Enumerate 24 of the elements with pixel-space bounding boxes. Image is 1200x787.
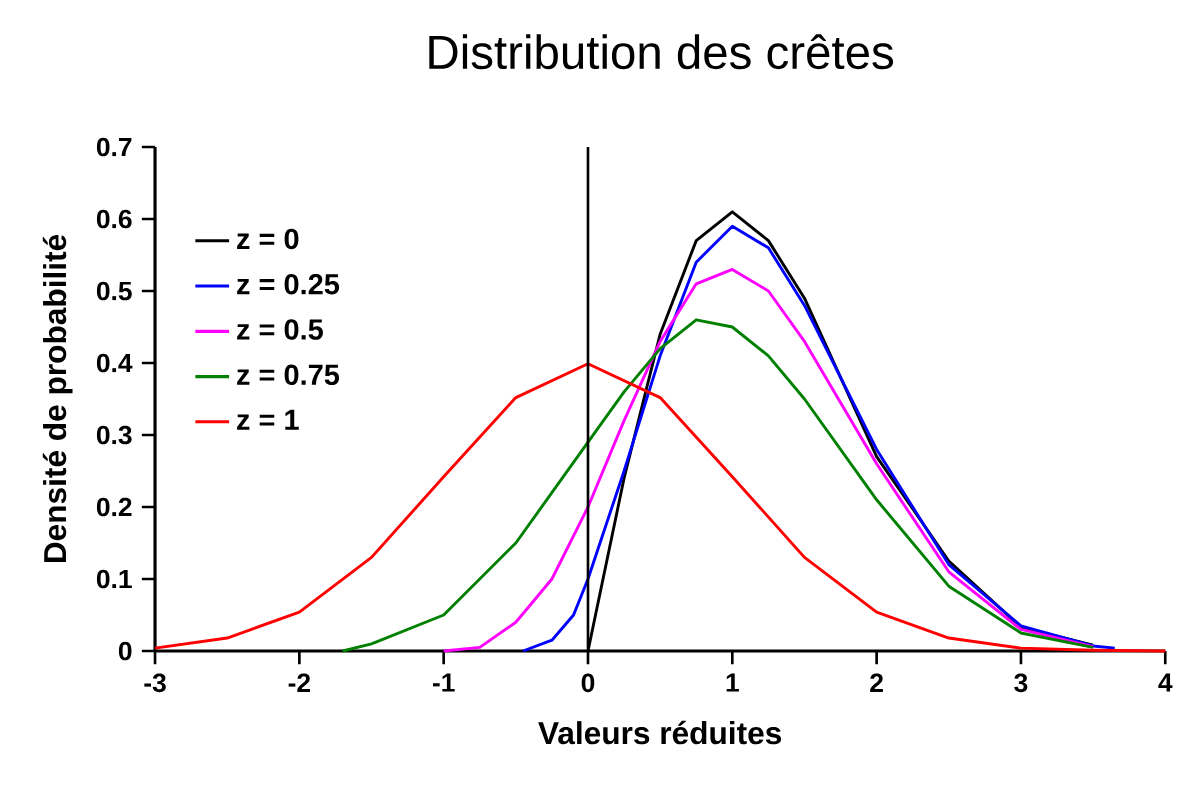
y-tick-label: 0.3: [96, 425, 132, 445]
chart-title: Distribution des crêtes: [429, 34, 894, 70]
y-tick-label: 0.4: [96, 353, 133, 373]
x-tick-label: 2: [870, 673, 883, 692]
x-tick-label: 4: [1158, 673, 1173, 692]
y-tick-label: 0.1: [96, 569, 132, 589]
y-tick-label: 0: [118, 641, 132, 661]
x-tick-label: -1: [432, 673, 455, 692]
legend-label: z = 0: [237, 228, 299, 250]
legend-label: z = 1: [237, 409, 299, 430]
legend-label: z = 0.25: [237, 273, 340, 295]
y-tick-label: 0.2: [96, 497, 132, 517]
y-tick-label: 0.6: [96, 209, 132, 229]
y-tick-label: 0.7: [96, 137, 132, 157]
legend-label: z = 0.75: [237, 364, 340, 386]
x-axis-title: Valeurs réduites: [538, 720, 782, 745]
y-axis-title: Densité de probabilité: [42, 234, 73, 563]
x-tick-label: -2: [288, 673, 311, 692]
x-tick-label: 3: [1014, 673, 1028, 693]
x-tick-label: 1: [726, 673, 739, 692]
y-tick-label: 0.5: [96, 281, 132, 301]
legend-label: z = 0.5: [237, 319, 323, 340]
x-tick-label: 0: [581, 673, 595, 693]
x-tick-label: -3: [144, 673, 166, 693]
